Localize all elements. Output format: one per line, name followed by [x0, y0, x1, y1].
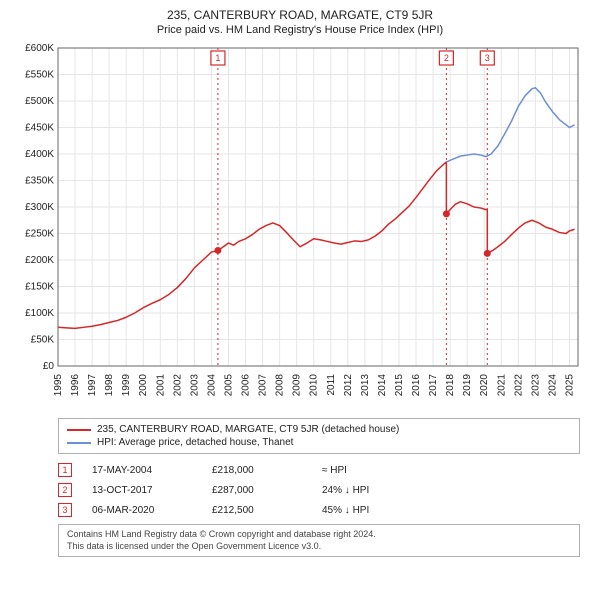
- chart-plot-area: £0 £50K £100K £150K £200K £250K £300K £350K £400…: [10, 42, 590, 412]
- y-tick-label: £0: [43, 361, 55, 372]
- x-tick-label: 1996: [70, 374, 81, 397]
- y-tick-label: £100K: [25, 308, 54, 319]
- sale-dot: [484, 250, 491, 257]
- sale-marker-number: 1: [215, 53, 220, 63]
- sale-row-marker: 3: [58, 503, 72, 517]
- x-tick-label: 2014: [377, 374, 388, 397]
- sales-table: 1 17-MAY-2004 £218,000 ≈ HPI 2 13-OCT-2017 £28…: [58, 460, 580, 520]
- x-tick-label: 2022: [513, 374, 524, 397]
- y-tick-label: £350K: [25, 176, 54, 187]
- sale-row-marker: 2: [58, 483, 72, 497]
- y-tick-label: £150K: [25, 282, 54, 293]
- chart-title: 235, CANTERBURY ROAD, MARGATE, CT9 5JR: [10, 8, 590, 22]
- x-tick-label: 1998: [104, 374, 115, 397]
- x-tick-label: 2019: [462, 374, 473, 397]
- x-tick-label: 1999: [121, 374, 132, 397]
- series-hpi: [446, 88, 574, 162]
- x-tick-label: 2004: [206, 374, 217, 397]
- x-tick-label: 2010: [309, 374, 320, 397]
- x-tick-label: 1997: [87, 374, 98, 397]
- x-tick-label: 2023: [530, 374, 541, 397]
- sale-row: 1 17-MAY-2004 £218,000 ≈ HPI: [58, 460, 580, 480]
- y-tick-label: £600K: [25, 43, 54, 54]
- legend-swatch: [67, 429, 91, 431]
- sale-price: £218,000: [212, 465, 302, 476]
- x-tick-label: 2017: [428, 374, 439, 397]
- sale-vs-hpi: 24% ↓ HPI: [322, 485, 412, 496]
- sale-price: £212,500: [212, 505, 302, 516]
- sale-marker-number: 2: [444, 53, 449, 63]
- x-tick-label: 2012: [343, 374, 354, 397]
- y-tick-label: £200K: [25, 255, 54, 266]
- sale-dot: [214, 247, 221, 254]
- x-tick-label: 2000: [138, 374, 149, 397]
- sale-row: 3 06-MAR-2020 £212,500 45% ↓ HPI: [58, 500, 580, 520]
- legend-label: 235, CANTERBURY ROAD, MARGATE, CT9 5JR (…: [97, 424, 399, 435]
- x-tick-label: 2009: [292, 374, 303, 397]
- sale-vs-hpi: ≈ HPI: [322, 465, 412, 476]
- y-tick-label: £550K: [25, 70, 54, 81]
- chart-container: 235, CANTERBURY ROAD, MARGATE, CT9 5JR P…: [0, 0, 600, 590]
- chart-subtitle: Price paid vs. HM Land Registry's House …: [10, 24, 590, 36]
- sale-date: 06-MAR-2020: [92, 505, 192, 516]
- sale-price: £287,000: [212, 485, 302, 496]
- sale-date: 13-OCT-2017: [92, 485, 192, 496]
- sale-row-marker: 1: [58, 463, 72, 477]
- y-tick-label: £450K: [25, 123, 54, 134]
- y-tick-label: £250K: [25, 229, 54, 240]
- footer-line-1: Contains HM Land Registry data © Crown c…: [67, 529, 571, 541]
- x-tick-label: 2024: [547, 374, 558, 397]
- y-tick-label: £400K: [25, 149, 54, 160]
- x-tick-label: 2005: [223, 374, 234, 397]
- x-tick-label: 2011: [326, 374, 337, 396]
- footer-line-2: This data is licensed under the Open Gov…: [67, 541, 571, 553]
- sale-date: 17-MAY-2004: [92, 465, 192, 476]
- x-tick-label: 2025: [564, 374, 575, 397]
- sale-marker-number: 3: [485, 53, 490, 63]
- sale-vs-hpi: 45% ↓ HPI: [322, 505, 412, 516]
- x-tick-label: 2007: [258, 374, 269, 397]
- x-tick-label: 2013: [360, 374, 371, 397]
- x-tick-label: 2003: [189, 374, 200, 397]
- legend-swatch: [67, 442, 91, 444]
- legend-item: 235, CANTERBURY ROAD, MARGATE, CT9 5JR (…: [67, 423, 571, 436]
- x-tick-label: 2018: [445, 374, 456, 397]
- legend: 235, CANTERBURY ROAD, MARGATE, CT9 5JR (…: [58, 418, 580, 454]
- x-tick-label: 2008: [275, 374, 286, 397]
- x-tick-label: 2006: [241, 374, 252, 397]
- y-tick-label: £300K: [25, 202, 54, 213]
- legend-item: HPI: Average price, detached house, Than…: [67, 436, 571, 449]
- x-tick-label: 1995: [53, 374, 64, 397]
- x-tick-label: 2021: [496, 374, 507, 397]
- attribution-footer: Contains HM Land Registry data © Crown c…: [58, 524, 580, 557]
- y-tick-label: £50K: [31, 335, 55, 346]
- x-tick-label: 2015: [394, 374, 405, 397]
- x-tick-label: 2002: [172, 374, 183, 397]
- series-property: [58, 162, 575, 328]
- chart-svg: £0 £50K £100K £150K £200K £250K £300K £350K £400…: [10, 42, 590, 412]
- legend-label: HPI: Average price, detached house, Than…: [97, 437, 293, 448]
- x-tick-label: 2020: [479, 374, 490, 397]
- y-tick-label: £500K: [25, 96, 54, 107]
- x-tick-label: 2001: [155, 374, 166, 397]
- sale-row: 2 13-OCT-2017 £287,000 24% ↓ HPI: [58, 480, 580, 500]
- x-tick-label: 2016: [411, 374, 422, 397]
- sale-dot: [443, 210, 450, 217]
